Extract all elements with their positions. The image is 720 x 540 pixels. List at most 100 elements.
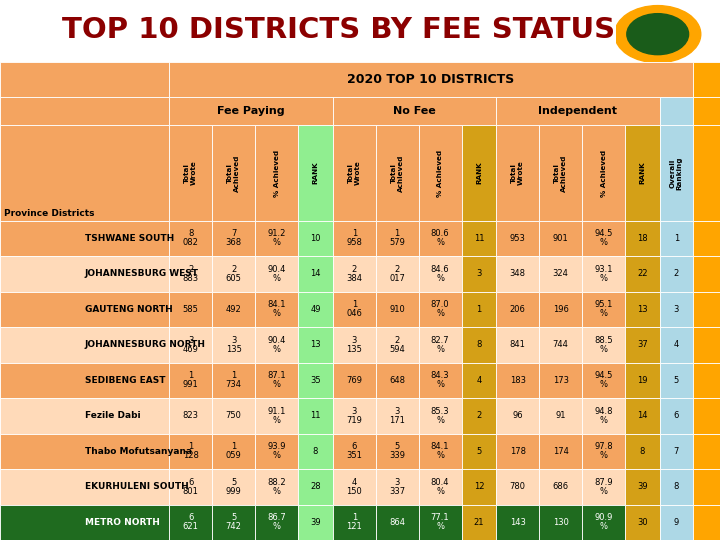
Text: % Achieved: % Achieved: [600, 150, 606, 197]
Text: 88.2
%: 88.2 %: [267, 478, 286, 496]
Text: 2
594: 2 594: [390, 336, 405, 354]
Text: 2
017: 2 017: [390, 265, 405, 283]
Bar: [333, 292, 376, 327]
Text: 94.5
%: 94.5 %: [595, 372, 613, 389]
Text: 86.7
%: 86.7 %: [267, 513, 286, 531]
Text: 11: 11: [310, 411, 320, 420]
Text: 30: 30: [637, 518, 648, 526]
Bar: [333, 363, 376, 398]
Bar: [376, 221, 418, 256]
Text: Total
Wrote: Total Wrote: [184, 160, 197, 185]
Bar: [418, 125, 462, 221]
Text: RANK: RANK: [476, 161, 482, 184]
Bar: [212, 256, 255, 292]
Text: 9: 9: [674, 518, 679, 526]
Text: 1
059: 1 059: [226, 442, 241, 460]
Bar: [625, 434, 660, 469]
Bar: [462, 504, 496, 540]
Text: 864: 864: [389, 518, 405, 526]
Text: Thabo Mofutsanyana: Thabo Mofutsanyana: [85, 447, 192, 456]
Bar: [693, 256, 720, 292]
Bar: [660, 97, 693, 125]
Text: 744: 744: [553, 340, 569, 349]
Circle shape: [615, 5, 701, 63]
Text: Independent: Independent: [539, 106, 618, 116]
Bar: [496, 256, 539, 292]
Text: TOP 10 DISTRICTS BY FEE STATUS: TOP 10 DISTRICTS BY FEE STATUS: [62, 16, 615, 44]
Text: 953: 953: [510, 234, 526, 243]
Text: 8: 8: [312, 447, 318, 456]
Text: 8: 8: [639, 447, 645, 456]
Text: 14: 14: [637, 411, 647, 420]
Bar: [298, 125, 333, 221]
Text: 686: 686: [552, 482, 569, 491]
Text: 769: 769: [346, 376, 362, 385]
Text: Total
Wrote: Total Wrote: [348, 160, 361, 185]
Bar: [625, 363, 660, 398]
Bar: [625, 327, 660, 363]
Bar: [0, 221, 169, 256]
Bar: [496, 97, 660, 125]
Text: 1: 1: [476, 305, 482, 314]
Text: Total
Achieved: Total Achieved: [228, 154, 240, 192]
Bar: [625, 292, 660, 327]
Text: 174: 174: [553, 447, 569, 456]
Bar: [693, 327, 720, 363]
Text: 82.7
%: 82.7 %: [431, 336, 449, 354]
Bar: [0, 504, 169, 540]
Bar: [376, 292, 418, 327]
Bar: [0, 125, 169, 221]
Bar: [693, 292, 720, 327]
Bar: [169, 398, 212, 434]
Text: 49: 49: [310, 305, 320, 314]
Bar: [418, 221, 462, 256]
Bar: [255, 398, 298, 434]
Text: GAUTENG NORTH: GAUTENG NORTH: [85, 305, 172, 314]
Text: 91.2
%: 91.2 %: [267, 230, 286, 247]
Bar: [625, 398, 660, 434]
Text: 87.0
%: 87.0 %: [431, 300, 449, 319]
Bar: [462, 398, 496, 434]
Bar: [496, 363, 539, 398]
Text: RANK: RANK: [312, 161, 318, 184]
Bar: [582, 398, 625, 434]
Bar: [212, 292, 255, 327]
Bar: [0, 327, 169, 363]
Text: EKURHULENI SOUTH: EKURHULENI SOUTH: [85, 482, 189, 491]
Text: 4
150: 4 150: [346, 478, 362, 496]
Text: 21: 21: [474, 518, 484, 526]
Bar: [376, 125, 418, 221]
Text: 85.3
%: 85.3 %: [431, 407, 449, 425]
Bar: [539, 221, 582, 256]
Text: 94.5
%: 94.5 %: [595, 230, 613, 247]
Text: 780: 780: [510, 482, 526, 491]
Text: 13: 13: [637, 305, 648, 314]
Bar: [333, 434, 376, 469]
Text: 910: 910: [390, 305, 405, 314]
Bar: [298, 434, 333, 469]
Text: 39: 39: [310, 518, 320, 526]
Bar: [539, 327, 582, 363]
Bar: [212, 363, 255, 398]
Text: RANK: RANK: [639, 161, 645, 184]
Bar: [418, 327, 462, 363]
Bar: [496, 434, 539, 469]
Text: 28: 28: [310, 482, 320, 491]
Bar: [298, 469, 333, 504]
Text: 2: 2: [476, 411, 482, 420]
Bar: [169, 327, 212, 363]
Bar: [0, 256, 169, 292]
Text: JOHANNESBURG WEST: JOHANNESBURG WEST: [85, 269, 199, 279]
Text: 348: 348: [510, 269, 526, 279]
Text: 22: 22: [637, 269, 647, 279]
Bar: [625, 221, 660, 256]
Text: 35: 35: [310, 376, 320, 385]
Bar: [298, 504, 333, 540]
Bar: [693, 363, 720, 398]
Bar: [212, 434, 255, 469]
Bar: [418, 434, 462, 469]
Text: Fezile Dabi: Fezile Dabi: [85, 411, 140, 420]
Bar: [255, 434, 298, 469]
Text: JOHANNESBURG NORTH: JOHANNESBURG NORTH: [85, 340, 206, 349]
Bar: [660, 434, 693, 469]
